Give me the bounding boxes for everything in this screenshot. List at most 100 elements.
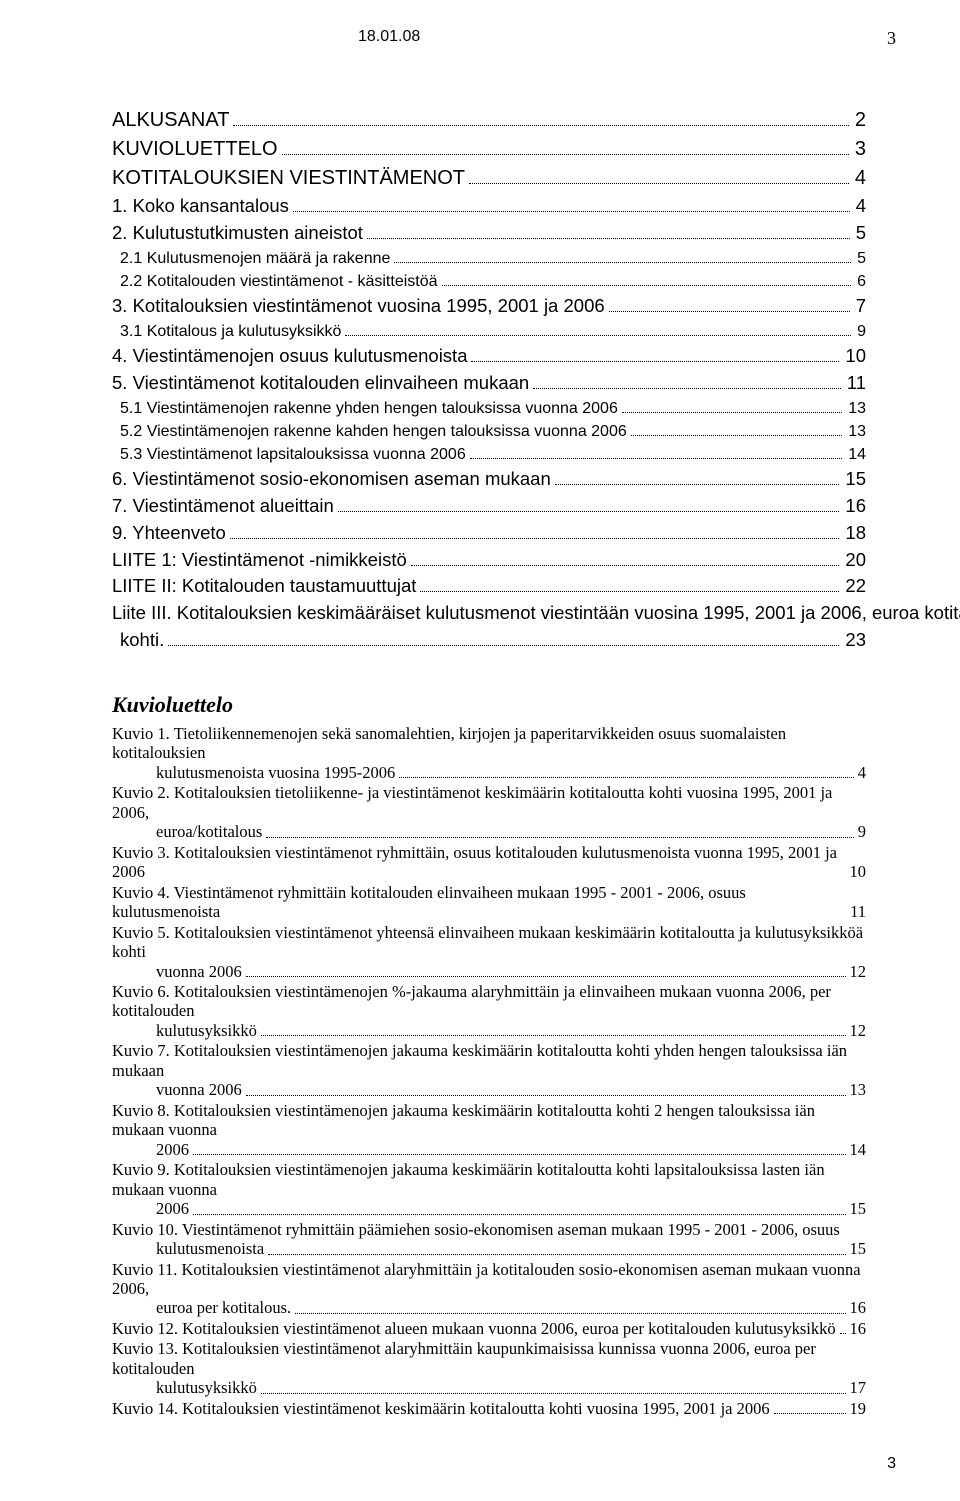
- toc-label: LIITE II: Kotitalouden taustamuuttujat: [112, 573, 416, 600]
- figure-entry: Kuvio 5. Kotitalouksien viestintämenot y…: [112, 923, 866, 962]
- figure-leader: [399, 777, 854, 778]
- toc-leader: [282, 154, 849, 155]
- figure-label-cont: 2006: [112, 1199, 189, 1218]
- toc-line: 3.1 Kotitalous ja kulutusyksikkö9: [112, 320, 866, 343]
- figure-entry-cont: euroa per kotitalous.16: [112, 1298, 866, 1317]
- toc-label: 5. Viestintämenot kotitalouden elinvaihe…: [112, 370, 529, 397]
- toc-label: 6. Viestintämenot sosio-ekonomisen asema…: [112, 466, 551, 493]
- figure-label: Kuvio 13. Kotitalouksien viestintämenot …: [112, 1339, 816, 1377]
- figure-label: Kuvio 4. Viestintämenot ryhmittäin kotit…: [112, 883, 842, 922]
- figure-label: Kuvio 1. Tietoliikennemenojen sekä sanom…: [112, 724, 786, 762]
- figure-label: Kuvio 9. Kotitalouksien viestintämenojen…: [112, 1160, 825, 1198]
- toc-page: 6: [855, 270, 866, 293]
- toc-label: 9. Yhteenveto: [112, 520, 226, 547]
- toc-leader: [609, 311, 850, 312]
- figure-page: 15: [850, 1199, 867, 1218]
- toc-leader: [233, 125, 848, 126]
- figure-leader: [261, 1393, 846, 1394]
- figure-label-cont: kulutusmenoista vuosina 1995-2006: [112, 763, 395, 782]
- figure-entry: Kuvio 6. Kotitalouksien viestintämenojen…: [112, 982, 866, 1021]
- toc-page: 11: [845, 370, 866, 397]
- toc-line: 5.2 Viestintämenojen rakenne kahden heng…: [112, 420, 866, 443]
- figure-entry: Kuvio 2. Kotitalouksien tietoliikenne- j…: [112, 783, 866, 822]
- figure-leader: [261, 1035, 846, 1036]
- figure-label: Kuvio 3. Kotitalouksien viestintämenot r…: [112, 843, 842, 882]
- figure-entry: Kuvio 7. Kotitalouksien viestintämenojen…: [112, 1041, 866, 1080]
- toc-line: LIITE 1: Viestintämenot -nimikkeistö20: [112, 547, 866, 574]
- figure-leader: [246, 1095, 846, 1096]
- document-page: 18.01.08 3 ALKUSANAT2KUVIOLUETTELO3KOTIT…: [0, 0, 960, 1501]
- toc-leader: [470, 458, 842, 459]
- figure-entry-cont: 2006 15: [112, 1199, 866, 1218]
- toc-page: 5: [854, 220, 866, 247]
- toc-label: KOTITALOUKSIEN VIESTINTÄMENOT: [112, 164, 465, 193]
- figure-entry-cont: vuonna 200612: [112, 962, 866, 981]
- figure-label-cont: kulutusmenoista: [112, 1239, 264, 1258]
- toc-line: 1. Koko kansantalous4: [112, 193, 866, 220]
- figure-label: Kuvio 6. Kotitalouksien viestintämenojen…: [112, 982, 831, 1020]
- figures-heading: Kuvioluettelo: [112, 692, 866, 718]
- figure-entry: Kuvio 4. Viestintämenot ryhmittäin kotit…: [112, 883, 866, 922]
- toc-line: 5. Viestintämenot kotitalouden elinvaihe…: [112, 370, 866, 397]
- figure-page: 19: [850, 1399, 867, 1418]
- toc-leader: [168, 645, 839, 646]
- toc-label: 4. Viestintämenojen osuus kulutusmenoist…: [112, 343, 467, 370]
- figure-page: 15: [850, 1239, 867, 1258]
- figure-entry-cont: kulutusmenoista vuosina 1995-20064: [112, 763, 866, 782]
- figure-leader: [193, 1154, 846, 1155]
- toc-line: kohti. 23: [112, 627, 866, 654]
- toc-line: KUVIOLUETTELO3: [112, 135, 866, 164]
- figure-entry-cont: kulutusmenoista 15: [112, 1239, 866, 1258]
- figure-label: Kuvio 8. Kotitalouksien viestintämenojen…: [112, 1101, 815, 1139]
- figure-entry-cont: 200614: [112, 1140, 866, 1159]
- toc-page: 13: [846, 397, 866, 420]
- figure-page: 16: [850, 1319, 867, 1338]
- figure-entry: Kuvio 13. Kotitalouksien viestintämenot …: [112, 1339, 866, 1378]
- toc-leader: [471, 361, 839, 362]
- toc-page: 20: [843, 547, 866, 574]
- toc-leader: [338, 511, 840, 512]
- figure-entry: Kuvio 14. Kotitalouksien viestintämenot …: [112, 1399, 866, 1418]
- toc-leader: [533, 388, 841, 389]
- figure-leader: [774, 1413, 846, 1414]
- toc-label: 2. Kulutustutkimusten aineistot: [112, 220, 363, 247]
- toc-label: 2.1 Kulutusmenojen määrä ja rakenne: [112, 247, 390, 270]
- figure-page: 12: [850, 1021, 867, 1040]
- toc-line: 3. Kotitalouksien viestintämenot vuosina…: [112, 293, 866, 320]
- figure-entry-cont: kulutusyksikkö 12: [112, 1021, 866, 1040]
- toc-page: 16: [843, 493, 866, 520]
- figure-label: Kuvio 7. Kotitalouksien viestintämenojen…: [112, 1041, 847, 1079]
- toc-line: 9. Yhteenveto18: [112, 520, 866, 547]
- toc-label: 5.3 Viestintämenot lapsitalouksissa vuon…: [112, 443, 466, 466]
- figure-entry-cont: euroa/kotitalous9: [112, 822, 866, 841]
- figure-label: Kuvio 14. Kotitalouksien viestintämenot …: [112, 1399, 770, 1418]
- figure-label-cont: vuonna 2006: [112, 962, 242, 981]
- figure-entry: Kuvio 8. Kotitalouksien viestintämenojen…: [112, 1101, 866, 1140]
- toc-line: 5.3 Viestintämenot lapsitalouksissa vuon…: [112, 443, 866, 466]
- figure-label-cont: euroa per kotitalous.: [112, 1298, 291, 1317]
- toc-label: 1. Koko kansantalous: [112, 193, 289, 220]
- toc-page: 23: [843, 627, 866, 654]
- toc-leader: [367, 238, 850, 239]
- toc-leader: [345, 335, 851, 336]
- toc-label: kohti.: [112, 627, 164, 654]
- figure-page: 10: [850, 862, 867, 881]
- figure-page: 9: [858, 822, 866, 841]
- toc-line: 7. Viestintämenot alueittain 16: [112, 493, 866, 520]
- page-number-bottom: 3: [887, 1455, 896, 1473]
- figure-label-cont: kulutusyksikkö: [112, 1378, 257, 1397]
- figure-entry: Kuvio 3. Kotitalouksien viestintämenot r…: [112, 843, 866, 882]
- toc-page: 10: [843, 343, 866, 370]
- toc-leader: [555, 484, 840, 485]
- toc-page: 7: [854, 293, 866, 320]
- toc-label: 5.2 Viestintämenojen rakenne kahden heng…: [112, 420, 627, 443]
- toc-line: 2.2 Kotitalouden viestintämenot - käsitt…: [112, 270, 866, 293]
- toc-line: ALKUSANAT2: [112, 106, 866, 135]
- toc-label: 7. Viestintämenot alueittain: [112, 493, 334, 520]
- figure-label-cont: kulutusyksikkö: [112, 1021, 257, 1040]
- toc-line: KOTITALOUKSIEN VIESTINTÄMENOT4: [112, 164, 866, 193]
- toc-page: 3: [853, 135, 866, 164]
- toc-line: 2. Kulutustutkimusten aineistot 5: [112, 220, 866, 247]
- figure-page: 11: [850, 902, 866, 921]
- page-number-top: 3: [887, 28, 896, 49]
